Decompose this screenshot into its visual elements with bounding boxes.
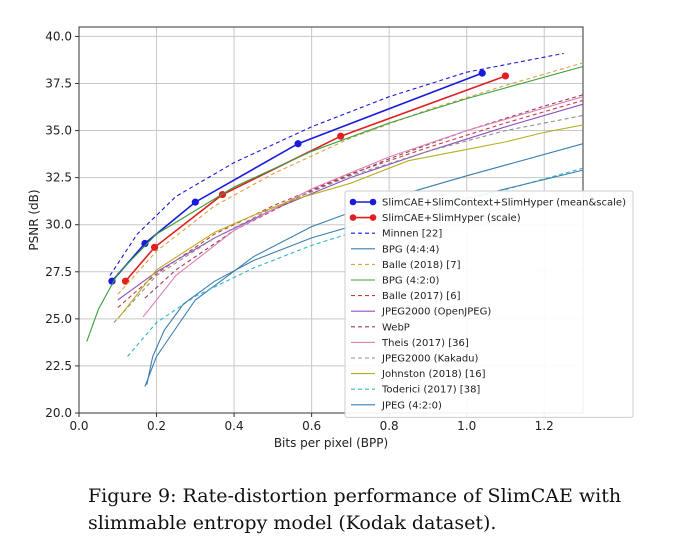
legend-label: Balle (2018) [7] <box>382 260 461 271</box>
series-line <box>113 114 584 323</box>
data-point <box>294 140 302 148</box>
series-line <box>117 62 584 295</box>
data-point <box>337 132 345 140</box>
series-11 <box>117 124 584 320</box>
legend-marker <box>369 214 377 221</box>
data-point <box>478 69 486 77</box>
legend-label: SlimCAE+SlimHyper (scale) <box>382 213 521 224</box>
legend-label: Minnen [22] <box>382 229 442 240</box>
y-tick-label: 25.0 <box>45 312 72 326</box>
x-tick-label: 0.0 <box>69 419 88 433</box>
series-2 <box>109 52 564 276</box>
legend: SlimCAE+SlimContext+SlimHyper (mean&scal… <box>344 190 634 418</box>
series-line <box>144 143 584 387</box>
series-line <box>144 94 584 299</box>
series-3 <box>144 143 584 387</box>
legend-item: Minnen [22] <box>351 229 442 240</box>
figure-caption: Figure 9: Rate-distortion performance of… <box>88 485 622 534</box>
x-axis-label: Bits per pixel (BPP) <box>274 436 388 450</box>
legend-item: JPEG2000 (Kakadu) <box>351 354 479 365</box>
legend-marker <box>349 214 357 221</box>
series-6 <box>117 99 584 309</box>
data-point <box>108 277 116 285</box>
y-tick-label: 20.0 <box>45 406 72 420</box>
legend-item: SlimCAE+SlimContext+SlimHyper (mean&scal… <box>349 198 626 209</box>
series-line <box>142 96 584 318</box>
legend-label: Theis (2017) [36] <box>381 338 469 349</box>
y-tick-label: 40.0 <box>45 29 72 43</box>
legend-label: JPEG2000 (Kakadu) <box>381 354 479 365</box>
legend-label: JPEG2000 (OpenJPEG) <box>381 307 491 318</box>
legend-label: Johnston (2018) [16] <box>381 369 486 380</box>
y-axis-label: PSNR (dB) <box>27 189 41 250</box>
y-tick-label: 37.5 <box>45 76 72 90</box>
x-tick-label: 1.2 <box>535 419 554 433</box>
legend-item: Theis (2017) [36] <box>351 338 469 349</box>
y-tick-label: 22.5 <box>45 359 72 373</box>
y-tick-label: 27.5 <box>45 265 72 279</box>
x-tick-label: 0.2 <box>147 419 166 433</box>
legend-item: Balle (2017) [6] <box>351 291 461 302</box>
legend-item: BPG (4:2:0) <box>351 276 440 287</box>
legend-label: Toderici (2017) [38] <box>381 385 480 396</box>
series-4 <box>117 62 584 295</box>
data-point <box>191 198 199 206</box>
y-tick-label: 32.5 <box>45 171 72 185</box>
series-10 <box>113 114 584 323</box>
legend-label: BPG (4:2:0) <box>382 276 440 287</box>
legend-label: SlimCAE+SlimContext+SlimHyper (mean&scal… <box>382 198 626 209</box>
legend-item: Johnston (2018) [16] <box>351 369 486 380</box>
data-point <box>501 72 510 80</box>
x-tick-label: 1.0 <box>457 419 476 433</box>
legend-box <box>344 190 634 418</box>
x-tick-label: 0.4 <box>225 419 244 433</box>
legend-item: WebP <box>351 322 410 333</box>
legend-item: JPEG (4:2:0) <box>351 400 442 411</box>
legend-label: WebP <box>382 322 410 333</box>
x-tick-label: 0.6 <box>302 419 321 433</box>
legend-label: JPEG (4:2:0) <box>381 400 442 411</box>
series-line <box>117 99 584 309</box>
legend-item: Toderici (2017) [38] <box>351 385 480 396</box>
legend-item: JPEG2000 (OpenJPEG) <box>351 307 491 318</box>
data-point <box>151 243 159 251</box>
legend-marker <box>369 198 377 206</box>
legend-item: BPG (4:4:4) <box>351 244 440 255</box>
series-line <box>86 65 584 342</box>
series-line <box>109 52 564 276</box>
series-5 <box>86 65 584 342</box>
series-8 <box>144 94 584 299</box>
series-7 <box>117 103 584 301</box>
series-line <box>117 124 584 320</box>
y-tick-label: 35.0 <box>45 124 72 138</box>
series-9 <box>142 96 584 318</box>
rd-chart: 0.0 0.2 0.4 0.6 0.8 1.0 1.2 20.0 22.5 25.0 27.5 30.… <box>27 26 634 450</box>
series-line <box>117 103 584 301</box>
axis-ticks: 0.0 0.2 0.4 0.6 0.8 1.0 1.2 20.0 22.5 25.0 27.5 30.… <box>45 29 553 433</box>
series-0 <box>108 69 486 285</box>
legend-label: BPG (4:4:4) <box>382 244 440 255</box>
x-tick-label: 0.8 <box>380 419 399 433</box>
data-point <box>141 239 149 248</box>
legend-item: Balle (2018) [7] <box>351 260 461 271</box>
legend-marker <box>349 198 357 206</box>
legend-label: Balle (2017) [6] <box>382 291 461 302</box>
y-tick-label: 30.0 <box>45 218 72 232</box>
legend-item: SlimCAE+SlimHyper (scale) <box>349 213 521 224</box>
